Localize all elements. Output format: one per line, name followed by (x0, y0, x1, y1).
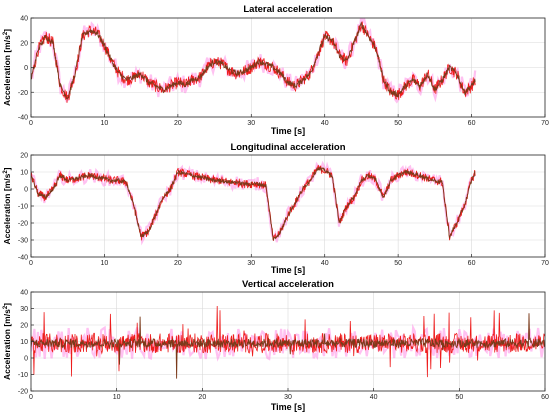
y-tick-label: 10 (20, 170, 28, 177)
y-tick-label: 0 (24, 65, 28, 72)
x-tick-label: 60 (468, 120, 476, 127)
x-tick-label: 50 (394, 260, 402, 267)
y-axis-label-end: ] (2, 29, 12, 32)
x-tick-label: 0 (29, 120, 33, 127)
x-tick-label: 50 (455, 394, 463, 401)
y-axis-label-end: ] (2, 167, 12, 170)
chart-title: Longitudinal acceleration (230, 142, 345, 153)
x-tick-label: 50 (394, 120, 402, 127)
longitudinal-acceleration-panel: 0 10 20 30 40 50 60 70 -40 -30 -20 -10 0 10 20 Longitud… (2, 142, 549, 275)
y-tick-label: 40 (20, 16, 28, 23)
x-tick-label: 30 (284, 394, 292, 401)
x-tick-label: 70 (541, 120, 549, 127)
x-tick-label: 0 (29, 260, 33, 267)
x-tick-label: 60 (541, 394, 549, 401)
y-tick-label: 20 (20, 40, 28, 47)
y-axis-label-end: ] (2, 303, 12, 306)
y-tick-label: -40 (18, 255, 28, 262)
y-axis-label-sup: 2 (3, 31, 9, 35)
y-tick-label: -10 (18, 372, 28, 379)
y-tick-label: 20 (20, 153, 28, 160)
series-filtered (31, 166, 476, 241)
x-tick-label: 10 (101, 120, 109, 127)
x-tick-label: 20 (174, 260, 182, 267)
y-tick-label: 0 (24, 356, 28, 363)
y-tick-label: -30 (18, 238, 28, 245)
series-group (31, 18, 477, 104)
chart-title: Vertical acceleration (242, 279, 334, 290)
x-tick-label: 40 (321, 260, 329, 267)
series-group (31, 305, 545, 379)
y-tick-label: 10 (20, 339, 28, 346)
y-axis-label-base: Acceleration [m/s (2, 35, 12, 106)
y-tick-label: 40 (20, 290, 28, 297)
x-tick-label: 60 (468, 260, 476, 267)
y-axis-label-base: Acceleration [m/s (2, 173, 12, 244)
y-tick-label: 30 (20, 306, 28, 313)
vertical-acceleration-panel: 0 10 20 30 40 50 60 -20 -10 0 10 20 30 40 Vertical acc… (2, 279, 549, 412)
x-tick-label: 10 (113, 394, 121, 401)
x-axis-label: Time [s] (271, 402, 305, 412)
y-axis-label: Acceleration [m/s2] (2, 167, 12, 244)
y-axis-label: Acceleration [m/s2] (2, 29, 12, 106)
x-tick-label: 30 (247, 120, 255, 127)
chart-title: Lateral acceleration (243, 4, 332, 15)
series-spread (31, 160, 476, 246)
x-axis-label: Time [s] (271, 126, 305, 136)
y-tick-label: -20 (18, 389, 28, 396)
series-filtered (31, 313, 545, 379)
y-axis-label-base: Acceleration [m/s (2, 309, 12, 380)
y-tick-label: -10 (18, 204, 28, 211)
x-tick-label: 30 (247, 260, 255, 267)
series-spread (31, 323, 545, 362)
y-axis-label: Acceleration [m/s2] (2, 303, 12, 380)
x-tick-label: 20 (198, 394, 206, 401)
lateral-acceleration-panel: 0 10 20 30 40 50 60 70 -40 -20 0 20 40 Lateral accele… (2, 4, 549, 136)
x-tick-label: 70 (541, 260, 549, 267)
y-tick-label: -40 (18, 115, 28, 122)
x-axis-label: Time [s] (271, 265, 305, 275)
y-axis-label-sup: 2 (3, 305, 9, 309)
x-tick-label: 40 (370, 394, 378, 401)
x-tick-label: 40 (321, 120, 329, 127)
x-tick-label: 20 (174, 120, 182, 127)
y-tick-label: -20 (18, 90, 28, 97)
x-tick-label: 0 (29, 394, 33, 401)
y-tick-label: -20 (18, 221, 28, 228)
series-group (31, 160, 476, 246)
y-tick-label: 0 (24, 187, 28, 194)
y-axis-label-sup: 2 (3, 170, 9, 174)
x-tick-label: 10 (101, 260, 109, 267)
y-tick-label: 20 (20, 323, 28, 330)
series-filtered (31, 21, 476, 100)
